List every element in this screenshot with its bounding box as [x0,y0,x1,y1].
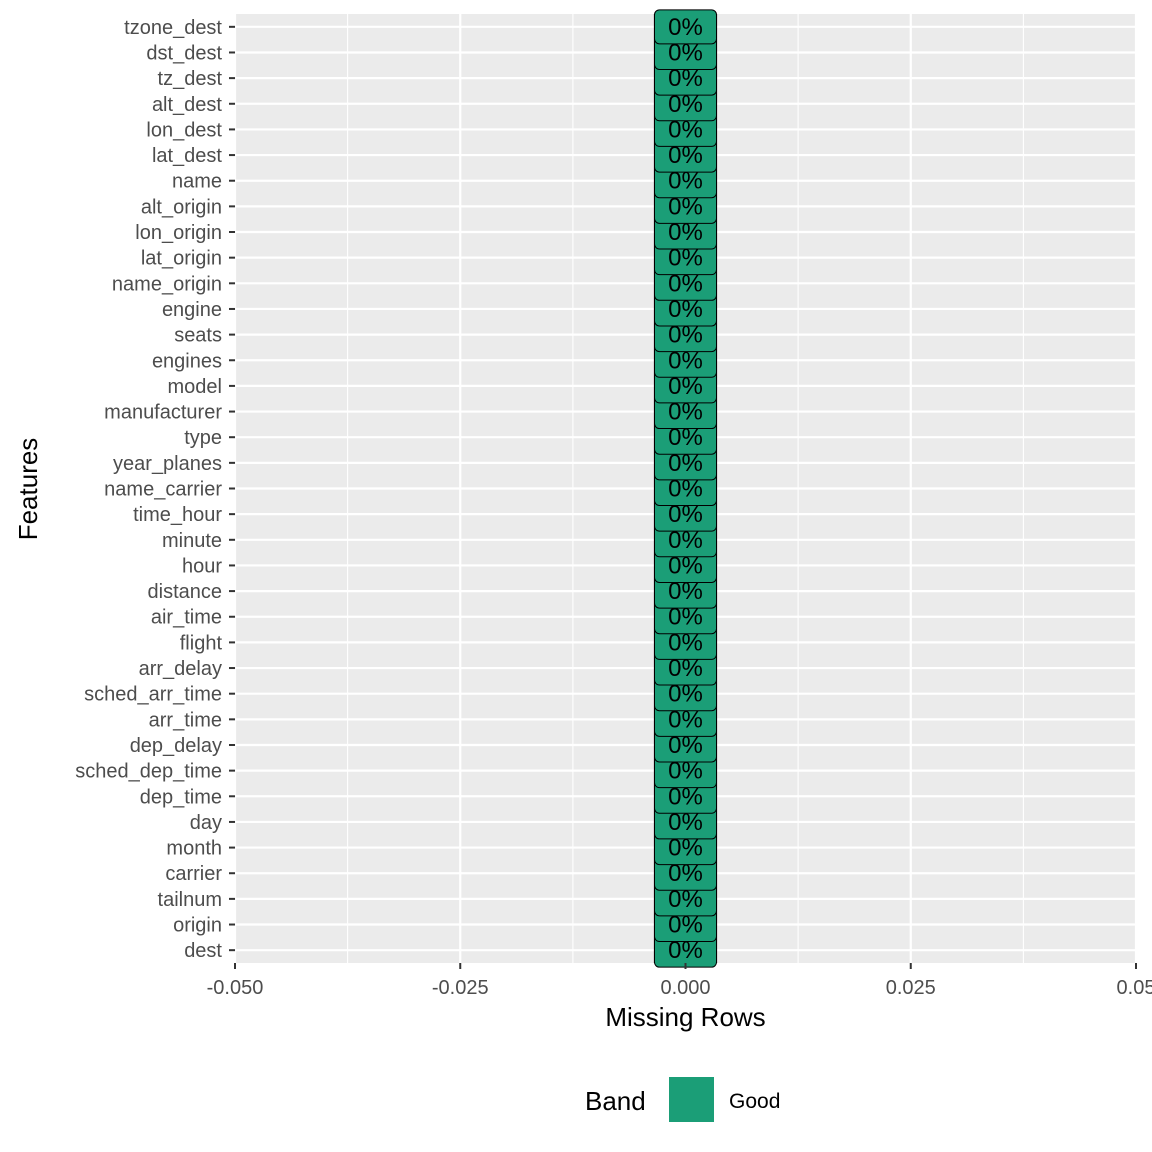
y-tick-label: tailnum [158,889,222,911]
x-tick-label: 0.025 [886,977,936,999]
y-tick-label: origin [173,915,222,937]
y-tick-label: month [166,838,222,860]
y-tick-label: engine [162,299,222,321]
y-tick-label: type [184,427,222,449]
y-tick-label: name_carrier [104,479,222,501]
x-axis: -0.050 -0.025 0.000 0.025 0.05 [207,963,1152,999]
y-tick-label: name_origin [112,273,222,295]
y-tick-label: alt_origin [141,196,222,218]
y-tick-label: lon_dest [146,119,222,141]
y-tick-label: lat_origin [141,248,222,270]
y-tick-label: time_hour [133,504,222,526]
y-tick-label: engines [152,350,222,372]
y-tick-label: day [190,812,222,834]
y-tick-label: minute [162,530,222,552]
x-tick-label: -0.050 [207,977,264,999]
y-tick-label: tz_dest [158,68,223,90]
y-tick-label: arr_time [149,709,222,731]
x-axis-title: Missing Rows [605,1002,765,1032]
x-tick-label: -0.025 [432,977,489,999]
y-tick-label: dst_dest [146,42,222,64]
y-tick-label: air_time [151,607,222,629]
y-tick-label: sched_dep_time [75,761,222,783]
legend-swatch [669,1077,714,1122]
y-tick-label: lon_origin [135,222,222,244]
data-labels: 0%0%0%0%0%0%0%0%0%0%0%0%0%0%0%0%0%0%0%0%… [654,9,717,968]
legend-label: Good [729,1090,780,1113]
data-label-box [654,9,717,45]
y-tick-label: arr_delay [139,658,222,680]
y-tick-label: hour [182,555,222,577]
y-tick-label: sched_arr_time [84,684,222,706]
y-tick-label: flight [180,632,223,654]
y-tick-label: name [172,171,222,193]
y-tick-label: model [168,376,222,398]
y-tick-label: dep_delay [130,735,222,757]
legend-title: Band [585,1086,646,1116]
x-tick-label: 0.000 [660,977,710,999]
y-tick-label: carrier [165,863,222,885]
y-tick-label: dep_time [140,786,222,808]
y-tick-label: dest [184,940,222,962]
x-tick-label: 0.05 [1117,977,1152,999]
y-axis-title: Features [13,438,43,541]
legend: Band Good [585,1077,780,1122]
y-tick-label: lat_dest [152,145,222,167]
y-tick-label: alt_dest [152,94,222,116]
y-tick-label: year_planes [113,453,222,475]
data-label-tzone_dest: 0% [654,9,717,45]
y-axis: dest origin tailnum carrier month day dep_time… [75,17,235,962]
y-tick-label: seats [174,325,222,347]
y-tick-label: distance [148,581,223,603]
y-tick-label: tzone_dest [124,17,222,39]
data-label-text: 0% [668,14,703,41]
y-tick-label: manufacturer [104,402,222,424]
